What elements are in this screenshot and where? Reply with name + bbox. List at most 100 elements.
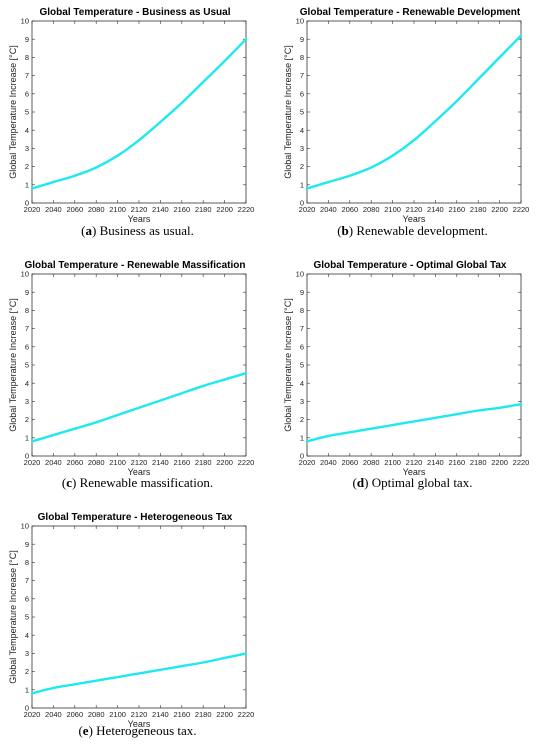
x-tick-label: 2200 xyxy=(491,205,508,214)
y-tick-label: 9 xyxy=(300,288,304,297)
x-tick-label: 2060 xyxy=(341,205,358,214)
caption-c: (c) Renewable massification. xyxy=(61,475,214,490)
x-tick-label: 2140 xyxy=(152,710,169,719)
x-tick-label: 2200 xyxy=(216,710,233,719)
temperature-line xyxy=(305,402,523,443)
x-tick-label: 2180 xyxy=(195,458,212,467)
y-tick-label: 5 xyxy=(25,108,29,117)
y-tick-label: 5 xyxy=(300,108,304,117)
x-tick-label: 2180 xyxy=(195,205,212,214)
x-tick-label: 2060 xyxy=(66,205,83,214)
plot-area xyxy=(31,20,247,204)
chart-panel-c: Global Temperature - Renewable Massifica… xyxy=(0,253,275,498)
y-tick-label: 3 xyxy=(25,397,29,406)
y-tick-label: 3 xyxy=(300,397,304,406)
y-tick-label: 7 xyxy=(25,71,29,80)
x-tick-label: 2160 xyxy=(173,205,190,214)
x-tick-label: 2040 xyxy=(45,710,62,719)
x-tick-label: 2100 xyxy=(109,205,126,214)
y-tick-label: 8 xyxy=(300,306,304,315)
y-axis-label: Global Temperature Increase [°C] xyxy=(8,298,18,432)
x-tick-label: 2040 xyxy=(45,205,62,214)
y-tick-label: 1 xyxy=(300,433,304,442)
x-tick-label: 2080 xyxy=(88,458,105,467)
x-tick-label: 2180 xyxy=(470,458,487,467)
plot-area xyxy=(31,525,247,709)
x-tick-label: 2160 xyxy=(448,205,465,214)
caption-a: (a) Business as usual. xyxy=(81,223,194,238)
x-tick-label: 2120 xyxy=(131,710,148,719)
x-tick-label: 2100 xyxy=(109,710,126,719)
y-tick-label: 7 xyxy=(25,576,29,585)
x-tick-label: 2120 xyxy=(131,458,148,467)
chart-panel-a: Global Temperature - Business as Usual 0 1… xyxy=(0,0,275,245)
y-tick-label: 0 xyxy=(25,199,29,208)
chart-svg: Global Temperature - Renewable Developme… xyxy=(283,7,529,224)
y-tick-label: 10 xyxy=(21,270,29,279)
y-tick-label: 0 xyxy=(25,704,29,713)
x-tick-label: 2020 xyxy=(24,710,41,719)
y-tick-label: 5 xyxy=(25,361,29,370)
y-tick-label: 2 xyxy=(25,162,29,171)
x-tick-label: 2160 xyxy=(173,710,190,719)
y-tick-label: 4 xyxy=(300,379,304,388)
y-tick-label: 2 xyxy=(300,415,304,424)
x-tick-label: 2040 xyxy=(45,458,62,467)
x-tick-label: 2020 xyxy=(24,205,41,214)
x-tick-label: 2120 xyxy=(406,458,423,467)
y-tick-label: 0 xyxy=(300,452,304,461)
plot-area xyxy=(306,20,522,204)
chart-svg: Global Temperature - Renewable Massifica… xyxy=(8,260,254,477)
y-tick-label: 0 xyxy=(25,452,29,461)
x-tick-label: 2200 xyxy=(216,205,233,214)
y-tick-label: 4 xyxy=(25,631,29,640)
x-tick-label: 2220 xyxy=(238,205,255,214)
y-axis-label: Global Temperature Increase [°C] xyxy=(283,298,293,432)
chart-title: Global Temperature - Heterogeneous Tax xyxy=(38,512,233,523)
temperature-line xyxy=(30,371,248,443)
x-tick-label: 2200 xyxy=(491,458,508,467)
y-tick-label: 6 xyxy=(300,342,304,351)
chart-panel-d: Global Temperature - Optimal Global Tax 0… xyxy=(275,253,550,498)
y-tick-label: 10 xyxy=(296,17,304,26)
x-tick-label: 2180 xyxy=(195,710,212,719)
chart-panel-e: Global Temperature - Heterogeneous Tax 0 1… xyxy=(0,505,275,750)
y-tick-label: 5 xyxy=(25,613,29,622)
y-tick-label: 6 xyxy=(25,89,29,98)
x-tick-label: 2080 xyxy=(363,458,380,467)
x-tick-label: 2140 xyxy=(427,458,444,467)
temperature-line xyxy=(30,38,248,190)
x-tick-label: 2180 xyxy=(470,205,487,214)
y-tick-label: 7 xyxy=(300,324,304,333)
x-tick-label: 2020 xyxy=(299,205,316,214)
y-tick-label: 10 xyxy=(21,522,29,531)
x-tick-label: 2080 xyxy=(88,710,105,719)
x-axis-label: Years xyxy=(128,719,151,729)
y-tick-label: 7 xyxy=(25,324,29,333)
x-tick-label: 2060 xyxy=(66,710,83,719)
y-tick-label: 8 xyxy=(25,53,29,62)
chart-title: Global Temperature - Renewable Massifica… xyxy=(25,260,246,271)
chart-title: Global Temperature - Optimal Global Tax xyxy=(314,260,507,271)
y-tick-label: 1 xyxy=(300,180,304,189)
y-tick-label: 8 xyxy=(25,558,29,567)
plot-area xyxy=(31,273,247,457)
y-tick-label: 5 xyxy=(300,361,304,370)
y-tick-label: 6 xyxy=(300,89,304,98)
y-tick-label: 9 xyxy=(25,35,29,44)
y-tick-label: 10 xyxy=(21,17,29,26)
y-tick-label: 2 xyxy=(300,162,304,171)
x-tick-label: 2020 xyxy=(299,458,316,467)
x-tick-label: 2080 xyxy=(363,205,380,214)
x-tick-label: 2220 xyxy=(513,458,530,467)
y-tick-label: 2 xyxy=(25,667,29,676)
temperature-line xyxy=(305,34,523,190)
y-axis-label: Global Temperature Increase [°C] xyxy=(283,45,293,179)
y-tick-label: 6 xyxy=(25,594,29,603)
x-axis-label: Years xyxy=(128,214,151,224)
y-tick-label: 9 xyxy=(25,288,29,297)
x-tick-label: 2060 xyxy=(341,458,358,467)
chart-svg: Global Temperature - Business as Usual 0 1… xyxy=(8,7,255,224)
y-tick-label: 8 xyxy=(25,306,29,315)
y-tick-label: 3 xyxy=(300,144,304,153)
